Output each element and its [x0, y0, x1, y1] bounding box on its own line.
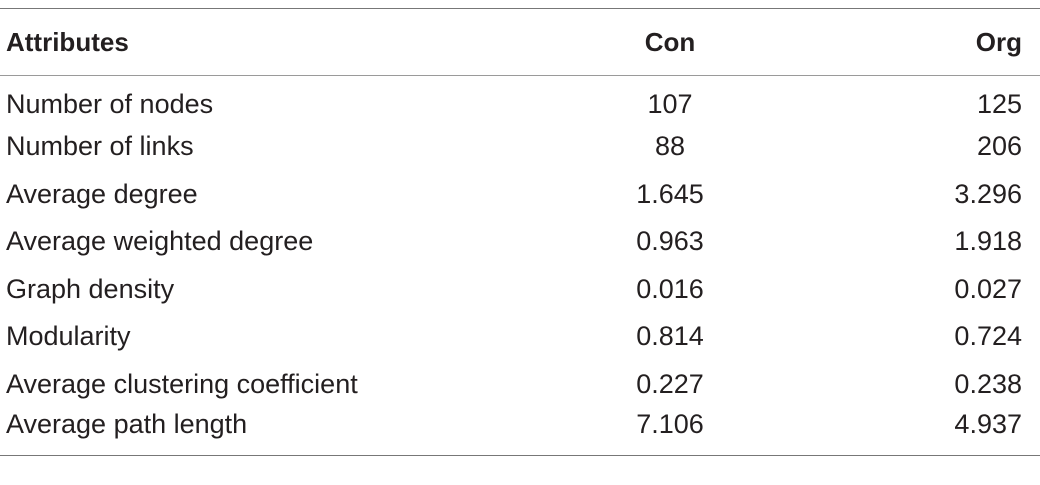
row-attribute: Graph density [6, 273, 175, 304]
row-con-value: 0.016 [636, 273, 704, 304]
table-row: Average clustering coefficient 0.227 0.2… [0, 361, 1040, 409]
row-con-value: 0.814 [636, 321, 704, 352]
row-attribute: Modularity [6, 321, 131, 352]
table-header-row: Attributes Con Org [0, 8, 1040, 76]
row-org-value: 0.238 [954, 368, 1022, 399]
row-org-value: 125 [976, 89, 1022, 119]
row-con-value: 0.963 [636, 226, 704, 257]
row-attribute: Average clustering coefficient [6, 368, 358, 399]
row-org-value: 206 [976, 131, 1022, 162]
row-attribute: Average degree [6, 178, 198, 209]
table-row: Number of links 88 206 [0, 123, 1040, 171]
row-con-value: 107 [647, 89, 693, 119]
table-row: Average path length 7.106 4.937 [0, 408, 1040, 456]
row-org-value: 4.937 [954, 409, 1022, 439]
table-row: Graph density 0.016 0.027 [0, 266, 1040, 314]
table-row: Average degree 1.645 3.296 [0, 171, 1040, 219]
network-attributes-table: Attributes Con Org Number of nodes 107 1… [0, 8, 1040, 456]
row-org-value: 0.027 [954, 273, 1022, 304]
row-con-value: 1.645 [636, 178, 704, 209]
row-con-value: 7.106 [636, 409, 704, 439]
row-con-value: 88 [654, 131, 686, 162]
row-org-value: 1.918 [954, 226, 1022, 257]
header-con: Con [644, 26, 696, 57]
table-row: Modularity 0.814 0.724 [0, 313, 1040, 361]
row-org-value: 0.724 [954, 321, 1022, 352]
row-attribute: Average weighted degree [6, 226, 314, 257]
row-con-value: 0.227 [636, 368, 704, 399]
table-row: Number of nodes 107 125 [0, 76, 1040, 124]
table-row: Average weighted degree 0.963 1.918 [0, 218, 1040, 266]
row-attribute: Number of nodes [6, 89, 214, 119]
header-attributes: Attributes [6, 26, 129, 57]
row-attribute: Average path length [6, 409, 248, 439]
header-org: Org [975, 26, 1022, 57]
row-attribute: Number of links [6, 131, 194, 162]
row-org-value: 3.296 [954, 178, 1022, 209]
